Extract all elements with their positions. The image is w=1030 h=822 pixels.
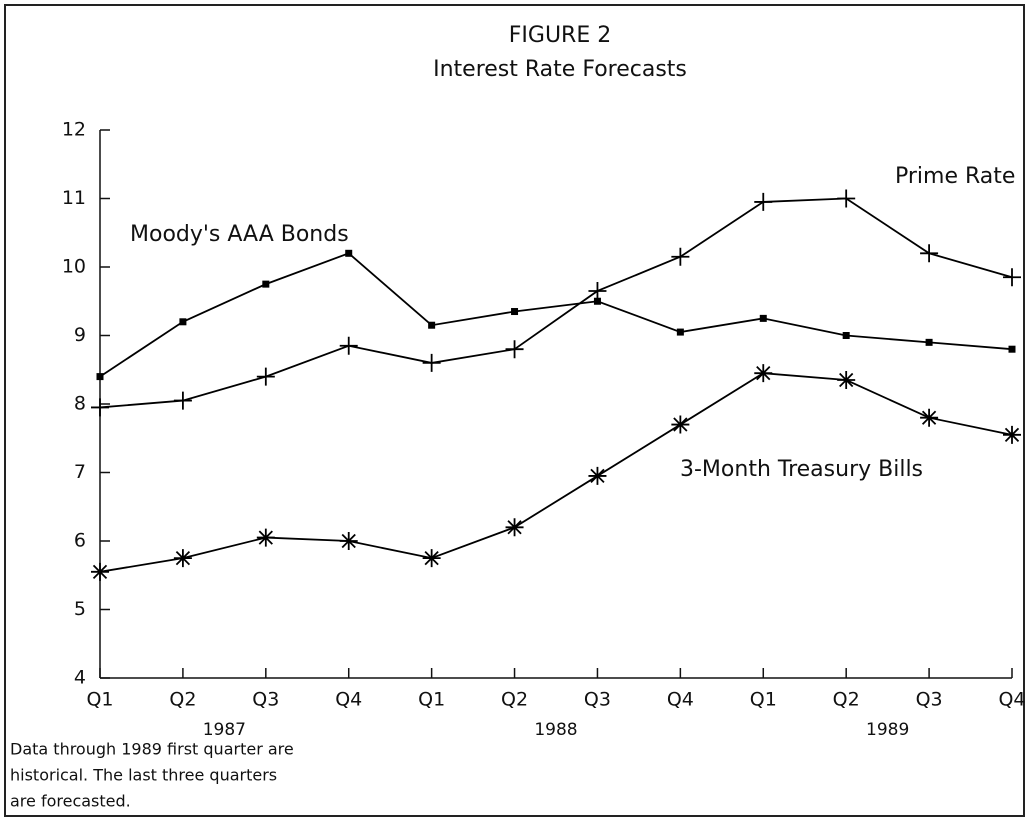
point — [588, 281, 607, 300]
series-label: 3-Month Treasury Bills — [680, 457, 923, 482]
chart-title: FIGURE 2 — [509, 23, 611, 48]
series-line — [99, 252, 1013, 378]
footnote: are forecasted. — [10, 792, 131, 811]
point — [759, 314, 767, 322]
point — [1008, 345, 1016, 353]
point — [676, 328, 684, 336]
y-tick-label: 6 — [74, 530, 86, 552]
year-label: 1989 — [866, 720, 909, 740]
footnote: historical. The last three quarters — [10, 766, 277, 785]
x-tick-label: Q2 — [501, 689, 528, 711]
point — [428, 321, 436, 329]
point — [339, 532, 358, 550]
y-tick-label: 5 — [74, 598, 86, 620]
point — [179, 318, 187, 326]
x-tick-label: Q2 — [833, 689, 860, 711]
year-label: 1988 — [534, 720, 577, 740]
y-tick-label: 9 — [74, 324, 86, 346]
point — [345, 249, 353, 257]
point — [754, 192, 773, 211]
chart-subtitle: Interest Rate Forecasts — [433, 57, 687, 82]
point — [91, 398, 109, 417]
point — [671, 415, 690, 434]
point — [256, 367, 275, 386]
x-tick-label: Q4 — [998, 689, 1025, 711]
point — [339, 336, 358, 355]
y-tick-label: 7 — [74, 461, 86, 483]
point — [422, 549, 441, 568]
y-tick-label: 10 — [62, 256, 86, 278]
series-line — [99, 372, 1013, 573]
y-tick-label: 4 — [74, 667, 86, 689]
point — [262, 280, 270, 288]
point — [256, 528, 275, 547]
x-tick-label: Q3 — [584, 689, 611, 711]
series-label: Moody's AAA Bonds — [130, 222, 349, 247]
y-tick-label: 8 — [74, 393, 86, 415]
point — [588, 466, 607, 485]
x-tick-label: Q1 — [86, 689, 113, 711]
point — [173, 391, 192, 410]
point — [671, 247, 690, 266]
point — [1003, 425, 1021, 444]
x-tick-label: Q3 — [916, 689, 943, 711]
footnote: Data through 1989 first quarter are — [10, 740, 294, 759]
point — [505, 518, 524, 537]
point — [593, 297, 601, 305]
frame — [4, 4, 1025, 817]
x-tick-label: Q4 — [667, 689, 694, 711]
point — [837, 189, 856, 208]
series-line — [99, 197, 1013, 409]
point — [842, 332, 850, 339]
x-tick-label: Q1 — [418, 689, 445, 711]
x-tick-label: Q3 — [252, 689, 279, 711]
point — [754, 364, 773, 383]
point — [91, 562, 109, 581]
point — [1003, 268, 1021, 287]
point — [837, 371, 856, 390]
point — [173, 549, 192, 568]
point — [920, 244, 939, 263]
point — [511, 308, 519, 316]
point — [920, 408, 939, 427]
point — [422, 353, 441, 372]
x-tick-label: Q2 — [169, 689, 196, 711]
y-tick-label: 12 — [62, 119, 86, 141]
series-label: Prime Rate — [895, 164, 1015, 189]
x-tick-label: Q4 — [335, 689, 362, 711]
point — [505, 340, 524, 359]
point — [96, 373, 104, 381]
year-label: 1987 — [203, 720, 246, 740]
point — [925, 338, 933, 346]
y-tick-label: 11 — [62, 187, 86, 209]
x-tick-label: Q1 — [750, 689, 777, 711]
